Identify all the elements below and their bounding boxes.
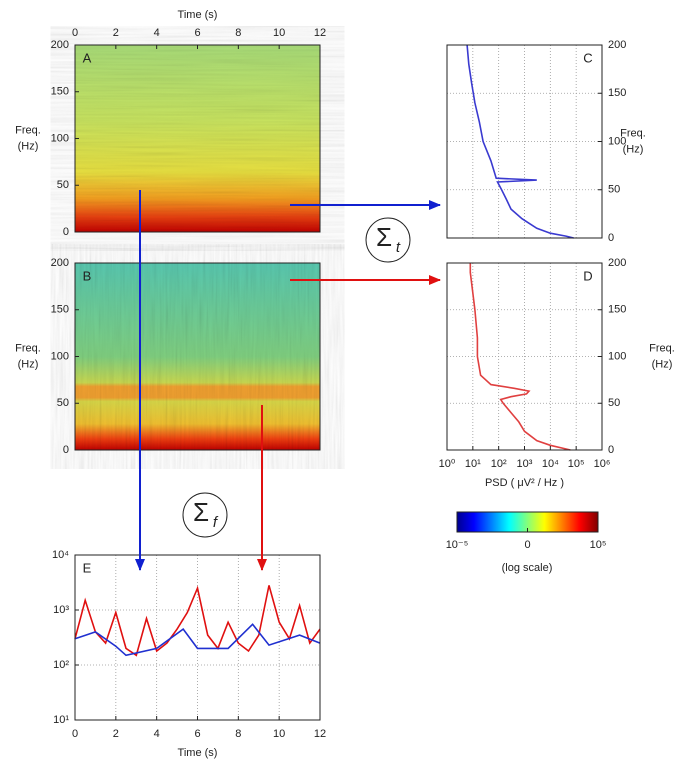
x-tick-label: 10⁴ [542, 458, 559, 470]
y-axis-label: (Hz) [652, 358, 673, 370]
y-axis-label: Freq. [15, 124, 41, 136]
y-tick-label: 0 [608, 444, 614, 456]
sigma: Σ [376, 222, 392, 252]
y-tick-label: 0 [63, 226, 69, 238]
x-tick-label: 10² [491, 458, 507, 470]
sigma-circle [182, 492, 228, 538]
y-tick-label: 100 [608, 350, 626, 362]
x-tick-label: 8 [235, 27, 241, 39]
y-tick-label: 0 [63, 444, 69, 456]
y-tick-label: 50 [608, 184, 620, 196]
sum-annotations: Σ t Σ f [182, 217, 411, 538]
panel-label: A [83, 50, 92, 65]
panel-label: D [583, 268, 592, 283]
sigma-circle [365, 217, 411, 263]
y-tick-label: 50 [57, 397, 69, 409]
x-axis-label: PSD ( μV² / Hz ) [485, 477, 564, 489]
y-tick-label: 200 [608, 257, 626, 269]
x-tick-label: 10 [273, 728, 285, 740]
data-line [74, 623, 321, 657]
x-tick-label: 0 [72, 728, 78, 740]
spectrogram-texture [75, 263, 320, 450]
x-tick-label: 12 [314, 27, 326, 39]
x-tick-label: 4 [154, 27, 160, 39]
sigma-sub: t [396, 239, 401, 256]
panel-label: E [83, 560, 92, 575]
x-tick-label: 8 [235, 728, 241, 740]
x-tick-label: 4 [154, 728, 160, 740]
colorbar-tick-label: 10⁵ [590, 539, 607, 551]
y-tick-label: 150 [51, 304, 69, 316]
y-axis-label: (Hz) [18, 140, 39, 152]
x-tick-label: 10¹ [465, 458, 481, 470]
colorbar-tick-label: 10⁻⁵ [446, 539, 469, 551]
y-tick-label: 200 [608, 39, 626, 51]
x-tick-label: 6 [194, 27, 200, 39]
y-axis-label: (Hz) [623, 143, 644, 155]
data-line [466, 44, 574, 239]
x-tick-label: 10⁰ [439, 458, 456, 470]
y-axis-label: (Hz) [18, 358, 39, 370]
panel-label: B [83, 268, 92, 283]
y-axis-label: Freq. [620, 127, 646, 139]
y-tick-label: 200 [51, 39, 69, 51]
colorbar: (log scale) [456, 511, 599, 574]
x-tick-label: 6 [194, 728, 200, 740]
y-tick-label: 150 [51, 86, 69, 98]
x-tick-label: 0 [72, 27, 78, 39]
y-tick-label: 150 [608, 87, 626, 99]
x-tick-label: 10³ [517, 458, 533, 470]
y-axis-label: Freq. [15, 342, 41, 354]
y-tick-label: 100 [51, 350, 69, 362]
data-line [469, 263, 571, 451]
x-tick-label: 10⁵ [568, 458, 585, 470]
x-tick-label: 2 [113, 728, 119, 740]
y-tick-label: 200 [51, 257, 69, 269]
y-tick-label: 10¹ [53, 714, 69, 726]
sigma-sub: f [213, 514, 219, 531]
y-tick-label: 150 [608, 304, 626, 316]
sigma: Σ [193, 497, 209, 527]
x-tick-label: 10 [273, 27, 285, 39]
colorbar-label: (log scale) [502, 562, 553, 574]
y-tick-label: 50 [608, 397, 620, 409]
spectrogram-texture [75, 45, 320, 232]
y-tick-label: 100 [51, 132, 69, 144]
y-tick-label: 50 [57, 179, 69, 191]
y-tick-label: 10⁴ [52, 549, 69, 561]
y-tick-label: 10³ [53, 604, 69, 616]
y-tick-label: 100 [608, 135, 626, 147]
x-tick-label: 2 [113, 27, 119, 39]
colorbar-tick-label: 0 [524, 539, 530, 551]
x-tick-label: 12 [314, 728, 326, 740]
y-tick-label: 10² [53, 659, 69, 671]
y-tick-label: 0 [608, 232, 614, 244]
y-axis-label: Freq. [649, 342, 675, 354]
arrows [135, 190, 441, 571]
x-axis-label: Time (s) [178, 747, 218, 759]
panel-label: C [583, 50, 592, 65]
x-tick-label: 10⁶ [594, 458, 611, 470]
x-axis-label: Time (s) [178, 9, 218, 21]
data-line [74, 585, 321, 657]
